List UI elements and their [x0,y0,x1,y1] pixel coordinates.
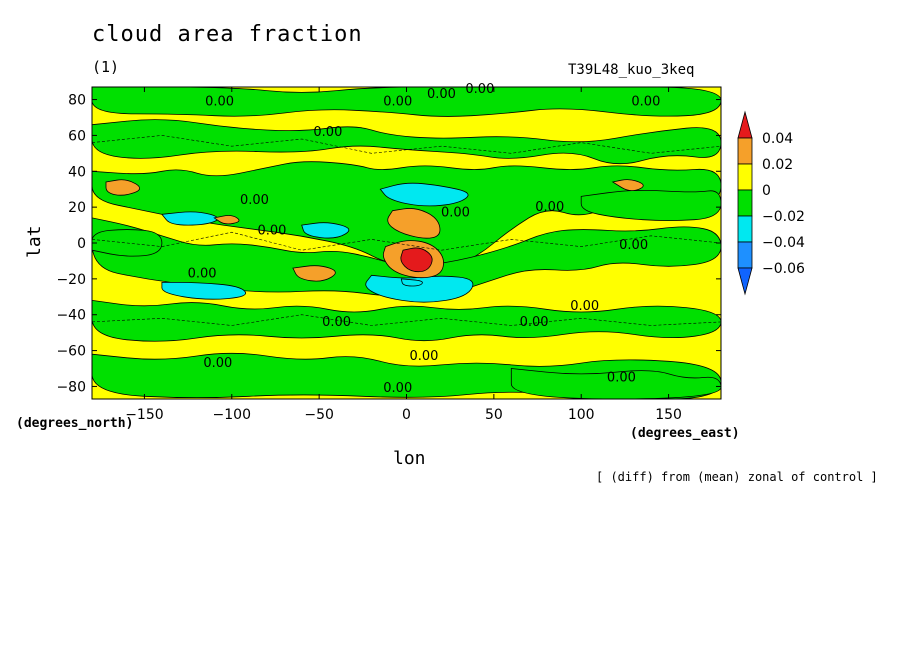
colorbar-label: 0.02 [762,157,793,173]
contour-label: 0.00 [257,223,286,238]
contour-label: 0.00 [520,315,549,330]
x-tick-label: −150 [125,407,163,423]
field-cyan-region [301,222,350,239]
y-tick-label: 0 [77,236,86,252]
field-green-region [92,217,721,298]
x-tick-label: 50 [485,407,503,423]
colorbar-segment [737,267,753,296]
diff-note: [ (diff) from (mean) zonal of control ] [596,470,878,484]
contour-label: 0.00 [205,94,234,109]
field-orange-region [292,265,336,282]
contour-label: 0.00 [465,82,494,97]
field-orange-region [105,179,140,196]
x-tick-label: −50 [304,407,334,423]
contour-label: 0.00 [607,370,636,385]
field-cyan-region [400,278,423,287]
contour-line [92,231,721,251]
colorbar-segment [737,241,753,269]
colorbar-segment [737,110,753,139]
field-cyan-region [365,274,474,303]
run-label: T39L48_kuo_3keq [568,62,695,78]
contour-line [92,135,721,154]
colorbar-segment [737,137,753,165]
field-red-core [400,247,433,273]
x-tick-label: 100 [568,407,595,423]
contour-label: 0.00 [203,356,232,371]
contour-label: 0.00 [313,125,342,140]
y-tick-label: 60 [68,128,86,144]
x-axis-units: (degrees_east) [630,426,740,441]
contour-label: 0.00 [631,94,660,109]
chart-subtitle: (1) [92,58,120,76]
field-green-region [92,87,721,117]
y-tick-label: 40 [68,164,86,180]
field-orange-region [213,215,240,225]
colorbar-label: −0.02 [762,209,805,225]
field-green-region [92,119,721,165]
y-tick-label: −80 [56,379,86,395]
contour-label: 0.00 [619,238,648,253]
field-orange-region [387,208,441,239]
contour-label: 0.00 [535,200,564,215]
colorbar-segment [737,163,753,191]
contour-label: 0.00 [383,94,412,109]
y-axis-units: (degrees_north) [16,416,134,431]
contour-label: 0.00 [441,206,470,221]
field-cyan-region [161,282,246,300]
x-tick-label: 150 [655,407,682,423]
colorbar-label: 0.04 [762,131,793,147]
chart-title: cloud area fraction [92,22,363,47]
colorbar-label: −0.06 [762,261,805,277]
y-tick-label: −20 [56,272,86,288]
colorbar-segment [737,215,753,243]
contour-label: 0.00 [188,266,217,281]
colorbar-segment [737,189,753,217]
x-tick-label: −100 [213,407,251,423]
x-axis-label: lon [393,448,426,469]
colorbar: 0.04 0.02 0 −0.02 −0.04 −0.06 [737,110,805,296]
contour-label: 0.00 [240,193,269,208]
colorbar-label: −0.04 [762,235,805,251]
contour-label: 0.00 [383,381,412,396]
y-tick-label: −40 [56,308,86,324]
contour-label: 0.00 [570,299,599,314]
contour-label: 0.00 [322,315,351,330]
colorbar-label: 0 [762,183,771,199]
y-tick-label: 20 [68,200,86,216]
contour-label: 0.00 [409,349,438,364]
contour-line [92,314,721,326]
x-tick-label: 0 [402,407,411,423]
y-tick-label: −60 [56,344,86,360]
field-cyan-region [379,182,469,207]
contour-label: 0.00 [427,87,456,102]
field-green-region [92,299,721,342]
y-tick-label: 80 [68,93,86,109]
field-orange-region [611,179,644,192]
